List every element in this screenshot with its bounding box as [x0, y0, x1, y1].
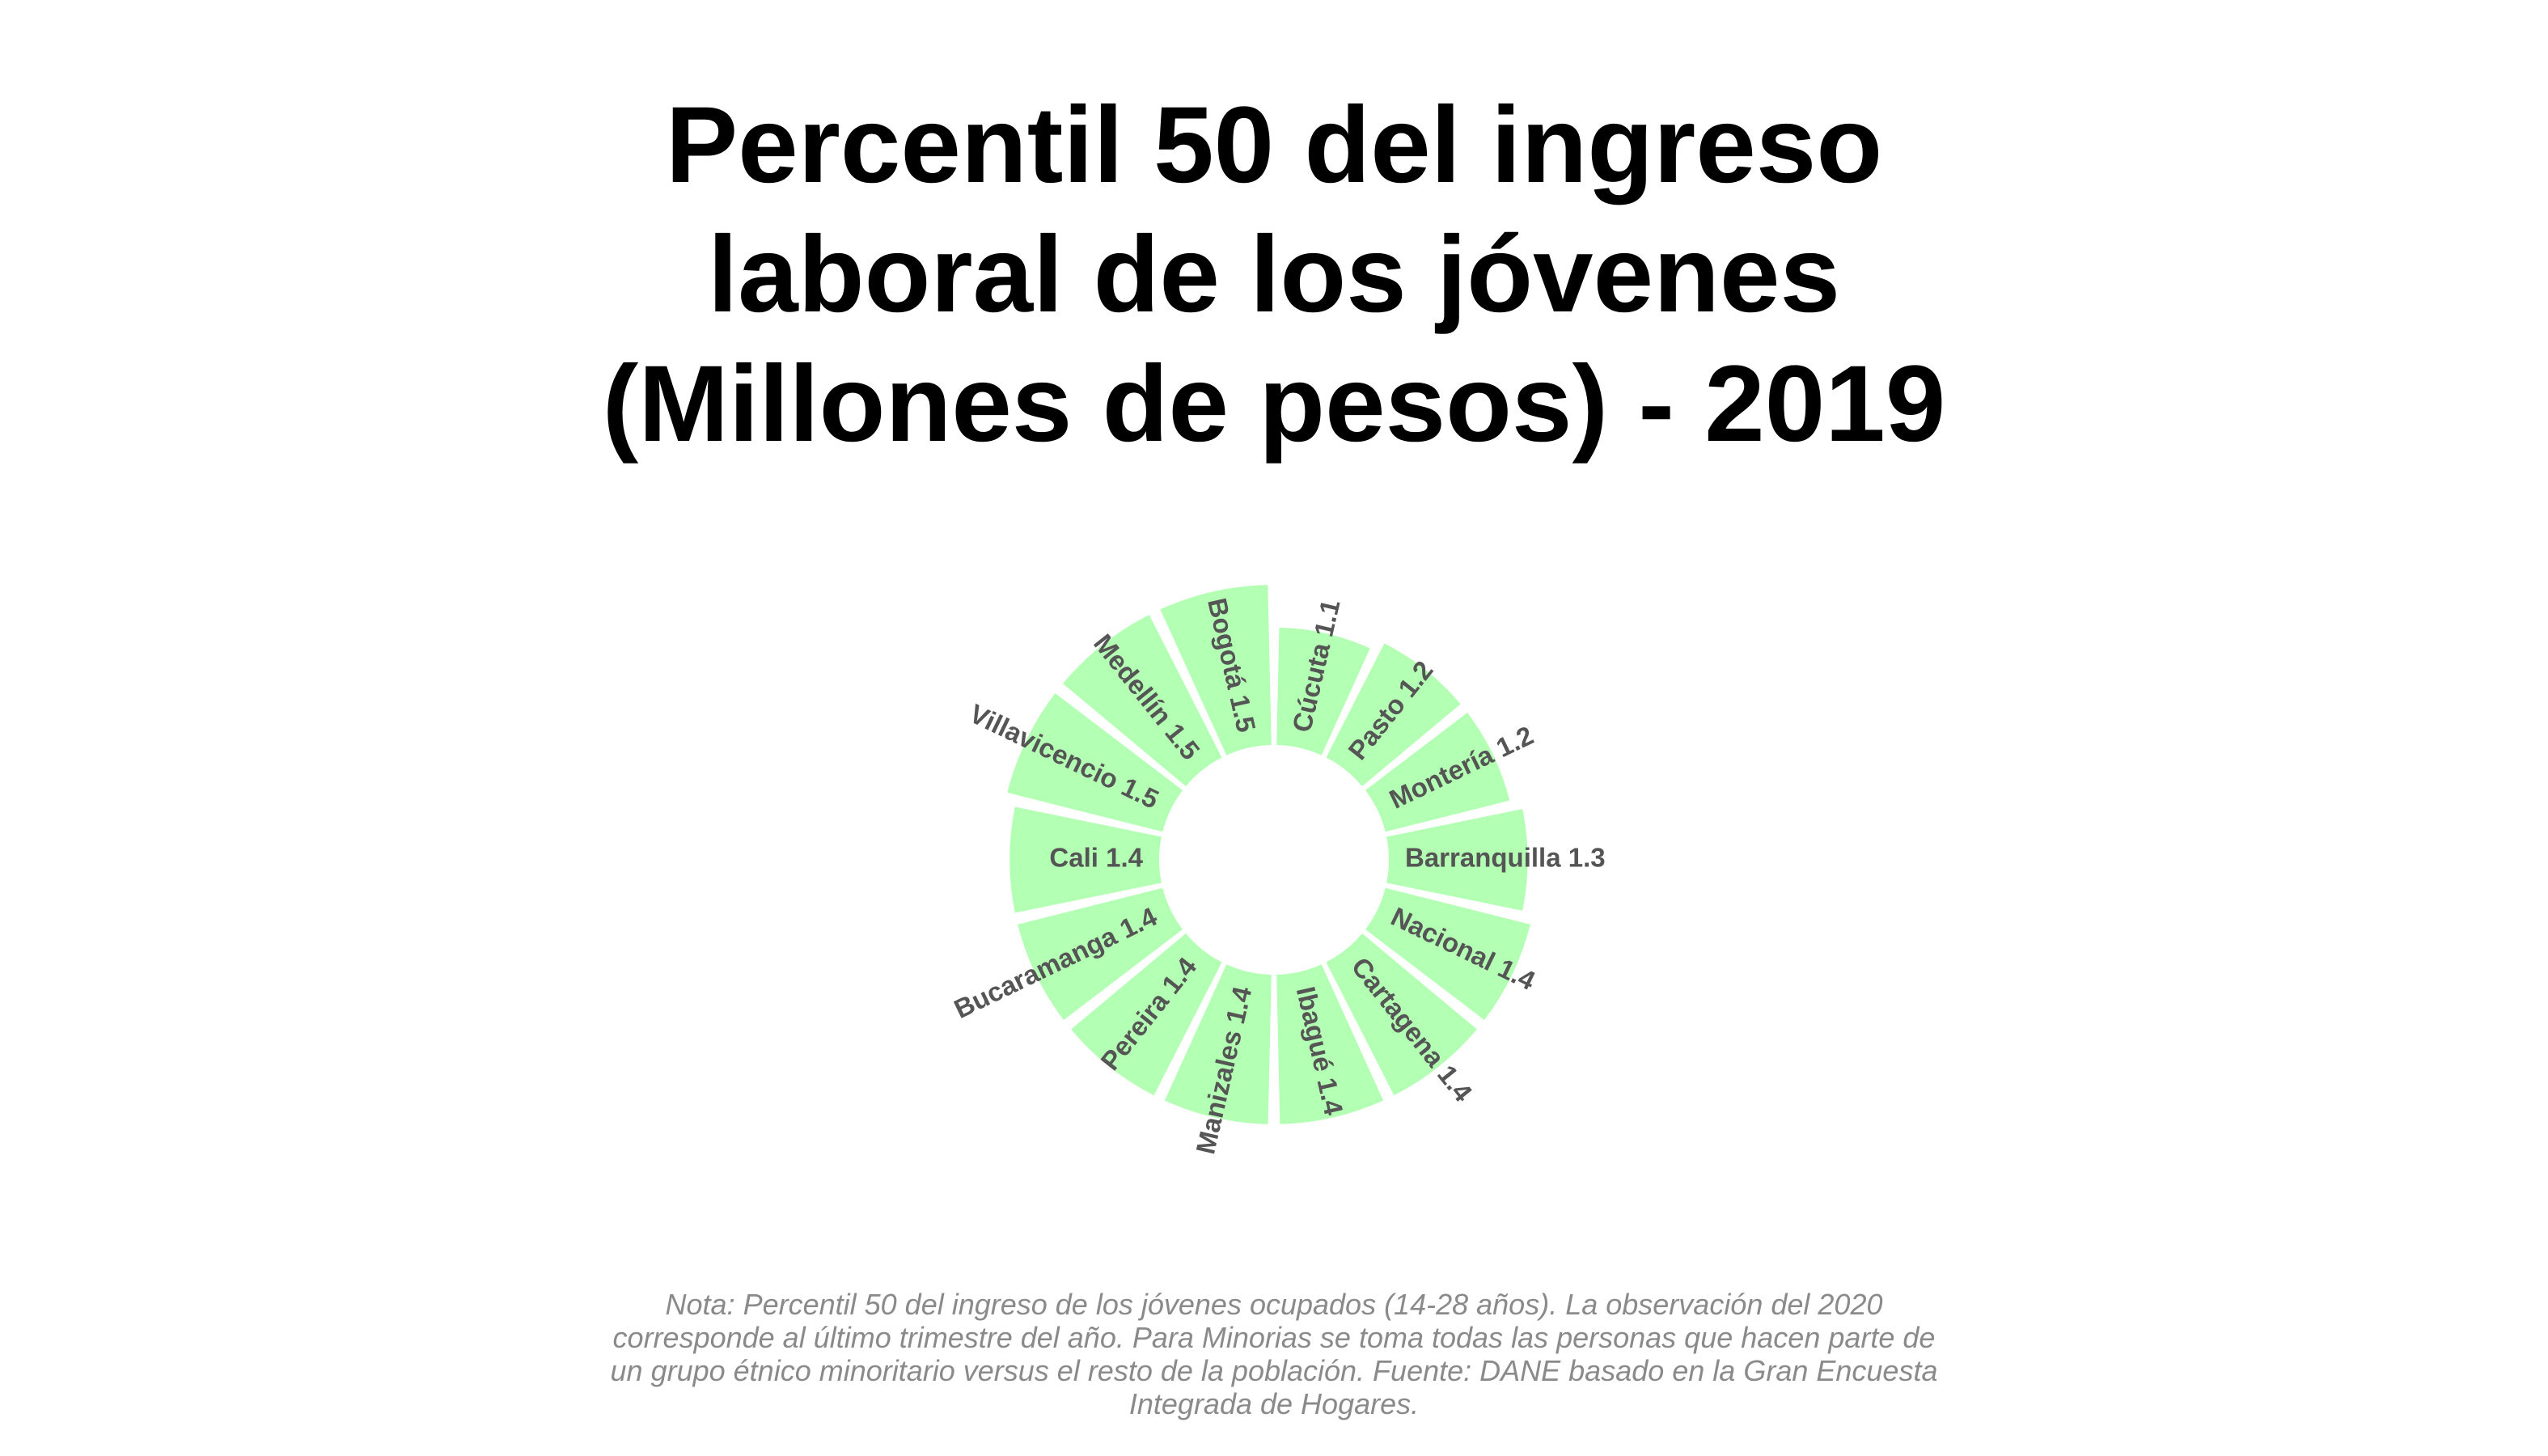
- footnote-line-1: Nota: Percentil 50 del ingreso de los jó…: [665, 1288, 1883, 1321]
- footnote-line-3: un grupo étnico minoritario versus el re…: [610, 1354, 1938, 1387]
- footnote: Nota: Percentil 50 del ingreso de los jó…: [485, 1288, 2063, 1420]
- bar-pasto: [1326, 643, 1461, 786]
- bar-manizales: [1164, 964, 1272, 1124]
- bar-cali: [1009, 806, 1162, 913]
- bar-ibagué: [1276, 964, 1384, 1124]
- chart-title-line-2: laboral de los jóvenes: [707, 214, 1841, 335]
- bar-cartagena: [1326, 933, 1477, 1096]
- bar-medellín: [1063, 615, 1222, 786]
- chart-title-line-3: (Millones de pesos) - 2019: [602, 344, 1946, 464]
- bar-pereira: [1071, 933, 1222, 1096]
- bar-cúcuta: [1276, 627, 1370, 756]
- bar-bogotá: [1160, 585, 1272, 756]
- bar-nacional: [1365, 887, 1530, 1020]
- bar-barranquilla: [1386, 809, 1528, 911]
- footnote-line-4: Integrada de Hogares.: [1128, 1387, 1420, 1420]
- bar-group: [1007, 585, 1530, 1124]
- bar-label-cali: Cali 1.4: [1049, 843, 1143, 873]
- bar-bucaramanga: [1018, 887, 1183, 1020]
- bar-villavicencio: [1007, 693, 1183, 832]
- chart-title-line-1: Percentil 50 del ingreso: [665, 85, 1883, 205]
- bar-label-barranquilla: Barranquilla 1.3: [1405, 843, 1606, 873]
- bar-montería: [1365, 713, 1510, 832]
- chart-title: Percentil 50 del ingreso laboral de los …: [465, 81, 2083, 469]
- footnote-line-2: corresponde al último trimestre del año.…: [612, 1321, 1936, 1354]
